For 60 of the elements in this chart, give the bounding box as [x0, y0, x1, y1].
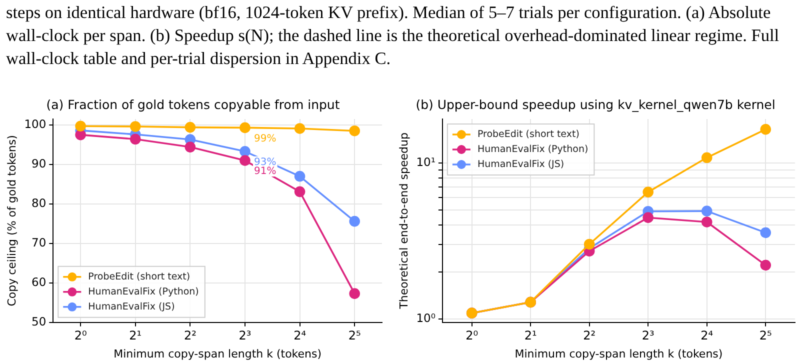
y-axis-title: Theoretical end-to-end speedup [397, 132, 410, 310]
point [240, 146, 250, 157]
point [184, 122, 196, 133]
point [294, 123, 306, 134]
point [701, 206, 712, 216]
y-tick-label: 70 [32, 235, 46, 250]
y-tick-label: 10⁰ [416, 310, 436, 325]
point [584, 238, 595, 250]
y-tick-label: 50 [32, 314, 46, 328]
point [701, 216, 712, 228]
x-tick-label: 2³ [238, 328, 252, 343]
x-tick-label: 2⁵ [759, 328, 772, 343]
point [760, 124, 772, 135]
point [701, 152, 712, 164]
legend-label: ProbeEdit (short text) [477, 128, 580, 140]
point [130, 134, 141, 145]
y-tick-label: 90 [32, 156, 46, 170]
chart-title: (a) Fraction of gold tokens copyable from input [46, 96, 340, 112]
point [294, 170, 306, 182]
point [349, 288, 360, 299]
y-tick-label: 60 [32, 274, 46, 289]
legend-label: ProbeEdit (short text) [88, 271, 190, 282]
y-axis-title: Copy ceiling (% of gold tokens) [5, 135, 18, 306]
text: steps on identical hardware (bf16, 1024-token KV prefix). Median of 5–7 trials per configuration. (a) Absolute wall-clock per span. (b) Speedup s(N); the dashed line is the theoretical overhead-dominated linear regime. Full wall-clock table and per-trial dispersion in Appendix C. [6, 3, 780, 68]
point [760, 227, 772, 238]
x-tick-label: 2³ [642, 328, 655, 343]
x-tick-label: 2² [184, 328, 197, 343]
y-tick-label: 100 [24, 116, 46, 131]
x-axis-title: Minimum copy-span length k (tokens) [514, 347, 723, 360]
point [75, 120, 86, 132]
point [349, 216, 360, 227]
x-tick-label: 2⁰ [466, 328, 478, 343]
x-axis-title: Minimum copy-span length k (tokens) [114, 347, 322, 360]
legend-label: HumanEvalFix (Python) [477, 144, 588, 155]
x-tick-label: 2¹ [524, 328, 537, 343]
point [349, 125, 360, 136]
point [294, 186, 306, 198]
x-tick-label: 2⁴ [700, 328, 714, 343]
point [642, 212, 654, 223]
point [760, 260, 772, 271]
legend-label: HumanEvalFix (JS) [477, 158, 564, 170]
y-tick-label: 10¹ [416, 154, 436, 169]
x-tick-label: 2⁴ [294, 328, 306, 343]
x-tick-label: 2² [583, 328, 596, 343]
point [240, 122, 250, 134]
point [642, 186, 654, 198]
chart-title: (b) Upper-bound speedup using kv_kernel_qwen7b kernel [416, 96, 776, 112]
x-tick-label: 2⁵ [348, 328, 362, 343]
legend-label: HumanEvalFix (Python) [88, 286, 199, 298]
annotation: 91% [254, 166, 276, 178]
x-tick-label: 2⁰ [74, 328, 87, 343]
y-tick-label: 80 [32, 196, 46, 210]
point [240, 155, 250, 166]
point [184, 142, 196, 152]
annotation: 99% [254, 133, 276, 144]
annotation: 93% [254, 156, 276, 168]
legend-label: HumanEvalFix (JS) [88, 301, 175, 312]
point [75, 129, 86, 140]
point [130, 121, 141, 132]
x-tick-label: 2¹ [129, 328, 142, 343]
